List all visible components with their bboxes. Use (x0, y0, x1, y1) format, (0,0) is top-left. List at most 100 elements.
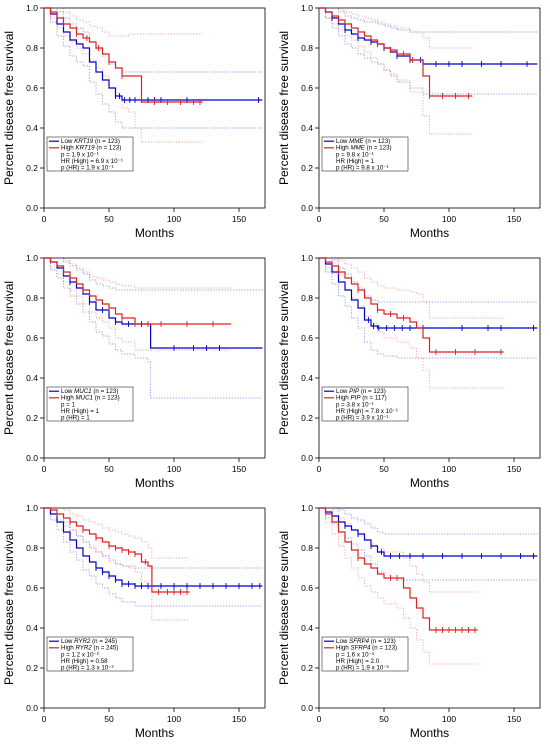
legend-stat-p: p = 9.8 x 10⁻¹ (336, 151, 374, 158)
y-tick-label: 0.4 (26, 123, 38, 133)
y-tick-label: 1.0 (301, 503, 313, 513)
legend-box (321, 136, 409, 172)
legend-entry-high: High MME (n = 123) (336, 145, 392, 152)
km-panel-krt19: 0.0 0.2 0.4 0.6 0.8 1.0 0 50 100 150 Months Percent… (0, 0, 275, 247)
y-tick-label: 0.4 (301, 623, 313, 633)
x-tick-label: 50 (104, 464, 114, 474)
survival-curve-high (319, 257, 504, 353)
x-tick-label: 100 (442, 714, 456, 724)
legend-stat-p-hr: p (HR) = 1.9 x 10⁻¹ (61, 165, 114, 172)
ci-upper-low (319, 257, 538, 303)
legend-n: (n = 123) (367, 145, 392, 152)
survival-curve-high (44, 507, 190, 593)
legend-n: (n = 245) (93, 645, 118, 652)
y-tick-label: 0.2 (26, 413, 38, 423)
y-tick-label: 0.0 (26, 453, 38, 463)
y-axis-title: Percent disease free survival (2, 31, 16, 185)
legend-n: (n = 123) (365, 138, 390, 145)
legend-group-label: Low (336, 138, 348, 145)
legend-entry-high: High MUC1 (n = 123) (61, 395, 120, 402)
legend-group-label: High (336, 645, 349, 652)
y-axis-title: Percent disease free survival (277, 281, 291, 435)
y-tick-label: 0.8 (301, 543, 313, 553)
legend-n: (n = 123) (95, 138, 120, 145)
legend-n: (n = 245) (92, 638, 117, 645)
y-tick-label: 1.0 (301, 3, 313, 13)
ci-lower-low (44, 507, 263, 607)
ci-lower-high (319, 507, 478, 665)
y-tick-label: 1.0 (26, 3, 38, 13)
ci-lower-low (319, 507, 538, 581)
legend-gene: MME (350, 145, 365, 152)
legend-gene: MUC1 (75, 395, 93, 402)
x-tick-label: 150 (507, 714, 521, 724)
legend-n: (n = 123) (371, 638, 396, 645)
legend-stat-hr: HR (High) = 0.58 (61, 658, 108, 665)
x-axis-title: Months (135, 476, 174, 490)
legend-box (46, 136, 134, 172)
ci-lower-low (319, 7, 538, 95)
km-panel-ryr2: 0.0 0.2 0.4 0.6 0.8 1.0 0 50 100 150 Months Percent… (0, 500, 275, 747)
legend-stat-hr: HR (High) = 1 (61, 408, 100, 415)
legend-n: (n = 123) (93, 388, 118, 395)
y-tick-label: 0.6 (301, 583, 313, 593)
x-tick-label: 150 (232, 714, 246, 724)
legend-stat-p: p = 1 (61, 401, 75, 408)
survival-curve-low (44, 507, 263, 587)
x-tick-label: 0 (317, 714, 322, 724)
ci-upper-high (44, 7, 203, 37)
legend-entry-low: Low SFRP4 (n = 123) (336, 638, 396, 645)
y-tick-label: 0.0 (301, 703, 313, 713)
y-tick-label: 0.0 (26, 203, 38, 213)
curves-group (319, 257, 538, 389)
y-tick-label: 0.4 (26, 623, 38, 633)
y-axis-title: Percent disease free survival (2, 531, 16, 685)
y-tick-label: 0.2 (301, 413, 313, 423)
legend-gene: PIP (350, 395, 361, 402)
legend-stat-p: p = 1.9 x 10⁻¹ (61, 151, 99, 158)
legend-stat-hr: HR (High) = 7.8 x 10⁻¹ (336, 408, 398, 415)
x-tick-label: 150 (232, 464, 246, 474)
legend-stat-p-hr: p (HR) = 1 (61, 415, 90, 422)
x-axis-title: Months (410, 226, 449, 240)
survival-curve-low (44, 257, 263, 349)
x-tick-label: 150 (507, 464, 521, 474)
survival-curve-low (319, 257, 538, 329)
legend-stat-p-hr: p (HR) = 9.8 x 10⁻¹ (336, 165, 389, 172)
legend-entry-low: Low PIP (n = 123) (336, 388, 386, 395)
y-tick-label: 0.8 (26, 543, 38, 553)
survival-curve-high (44, 7, 203, 103)
x-axis-title: Months (410, 726, 449, 740)
ci-upper-low (44, 257, 263, 291)
x-tick-label: 50 (104, 214, 114, 224)
km-panel-sfrp4: 0.0 0.2 0.4 0.6 0.8 1.0 0 50 100 150 Months Percent… (275, 500, 550, 747)
km-panel-muc1: 0.0 0.2 0.4 0.6 0.8 1.0 0 50 100 150 Months Percent… (0, 250, 275, 497)
x-tick-label: 50 (379, 464, 389, 474)
y-tick-label: 0.8 (26, 43, 38, 53)
legend-group-label: High (61, 395, 74, 402)
y-tick-label: 0.6 (301, 333, 313, 343)
km-panel-pip: 0.0 0.2 0.4 0.6 0.8 1.0 0 50 100 150 Months Percent… (275, 250, 550, 497)
ci-upper-low (44, 7, 263, 73)
x-tick-label: 150 (507, 214, 521, 224)
legend-group-label: High (336, 145, 349, 152)
legend-box (46, 386, 134, 422)
y-tick-label: 0.8 (301, 293, 313, 303)
plot-frame (318, 507, 541, 709)
ci-lower-high (44, 507, 190, 621)
legend-group-label: High (61, 645, 74, 652)
x-axis-title: Months (410, 476, 449, 490)
y-tick-label: 0.6 (26, 583, 38, 593)
x-tick-label: 100 (167, 464, 181, 474)
km-plot-pip: 0.0 0.2 0.4 0.6 0.8 1.0 0 50 100 150 Months Percent… (277, 253, 541, 490)
legend-box (321, 386, 409, 422)
y-tick-label: 0.6 (301, 83, 313, 93)
y-tick-label: 0.0 (301, 203, 313, 213)
ci-upper-high (44, 257, 232, 289)
legend-entry-low: Low MME (n = 123) (336, 138, 390, 145)
legend-group-label: Low (61, 388, 73, 395)
ci-upper-high (319, 257, 504, 319)
legend-stat-hr: HR (High) = 2.0 (336, 658, 380, 665)
ci-lower-high (44, 7, 203, 143)
legend-stat-p: p = 1.2 x 10⁻² (61, 651, 99, 658)
